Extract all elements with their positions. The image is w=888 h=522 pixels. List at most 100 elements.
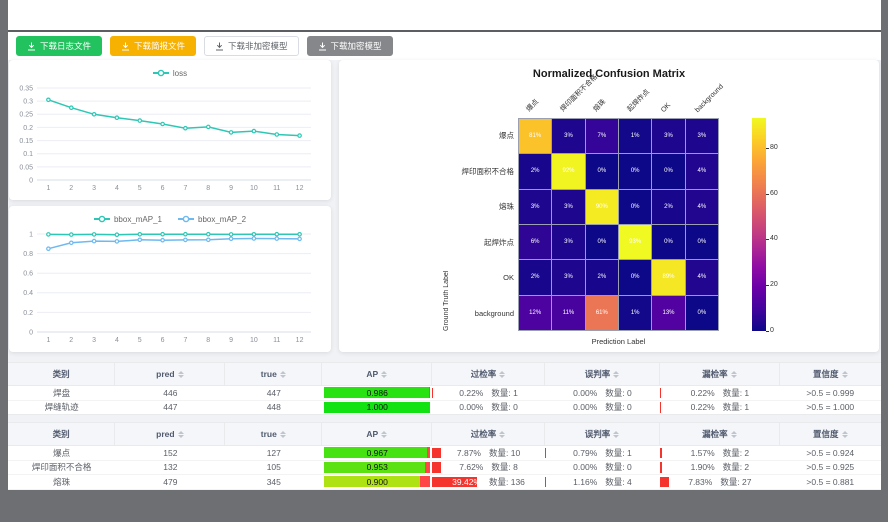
rate-count: 数量: 8 — [491, 462, 518, 473]
rate-count: 数量: 1 — [491, 387, 518, 398]
column-header-7[interactable]: 置信度 — [780, 363, 881, 385]
colorbar — [752, 118, 766, 331]
rate-percent: 7.83% — [688, 476, 713, 487]
download-icon — [122, 42, 130, 50]
matrix-cell: 0% — [685, 224, 718, 260]
sort-icon — [279, 370, 286, 378]
rate-bar — [660, 447, 662, 458]
rate-cell: 0.00% 数量: 0 — [545, 461, 660, 475]
svg-text:0: 0 — [29, 329, 33, 336]
rate-count: 数量: 1 — [722, 387, 750, 398]
column-header-3[interactable]: AP — [322, 363, 433, 385]
svg-text:0: 0 — [29, 177, 33, 184]
matrix-cell: 3% — [685, 119, 718, 154]
matrix-cell: 2% — [519, 154, 552, 189]
cell-category: 焊缝轨迹 — [44, 402, 79, 413]
legend-item-bbox_mAP_2[interactable]: bbox_mAP_2 — [178, 215, 246, 224]
loss-chart-card: loss 0 0.05 0.1 0.15 0.2 0.25 0.3 0.35 1 2 3 4 5 6 7 8 9… — [9, 60, 331, 200]
sort-icon — [730, 430, 737, 438]
rate-bar — [544, 447, 546, 458]
colorbar-tick-mark — [766, 285, 769, 287]
column-header-0: 类别 — [8, 363, 116, 385]
matrix-cell: 2% — [519, 260, 552, 295]
download-log-button[interactable]: 下载日志文件 — [16, 36, 103, 56]
matrix-cell: 61% — [585, 295, 618, 330]
cell-ap: 0.967 — [322, 446, 432, 460]
rate-percent: 0.00% — [573, 402, 598, 413]
svg-text:0.8: 0.8 — [23, 251, 33, 258]
sort-icon — [177, 430, 184, 438]
table-header-row: 类别 pred true AP 过检率 误判率 漏检率 置信度 — [8, 363, 881, 386]
cell-confidence: >0.5 = 0.924 — [806, 447, 855, 458]
legend-marker-icon — [178, 215, 194, 223]
column-header-5[interactable]: 误判率 — [545, 423, 661, 445]
sort-icon — [381, 370, 388, 378]
matrix-column-label: 熔珠 — [592, 98, 608, 114]
column-header-1[interactable]: pred — [115, 363, 226, 385]
table-row: 焊缝轨迹 447 448 1.000 0.00% 数量: 0 0.00% 数量: 0 0.22%… — [8, 401, 881, 415]
column-header-6[interactable]: 漏检率 — [660, 363, 780, 385]
sort-icon — [841, 370, 848, 378]
table-row: 爆点 152 127 0.967 7.87% 数量: 10 0.79% 数量: 1 1.57% 数… — [8, 446, 881, 461]
svg-text:6: 6 — [161, 337, 165, 344]
column-header-2[interactable]: true — [225, 363, 323, 385]
matrix-cell: 12% — [519, 295, 552, 330]
cell-category: 熔珠 — [53, 476, 71, 487]
matrix-column-label: 起焊炸点 — [625, 88, 651, 114]
confusion-matrix-xlabel: Prediction Label — [591, 337, 646, 346]
column-header-5[interactable]: 误判率 — [545, 363, 661, 385]
colorbar-tick-mark — [766, 193, 769, 195]
download-icon — [28, 42, 35, 50]
rate-cell: 0.22% 数量: 1 — [432, 386, 545, 400]
svg-text:0.3: 0.3 — [23, 99, 33, 106]
confusion-matrix-plot: Normalized Confusion Matrix 爆点 焊印面积不合格 熔珠起… — [339, 60, 879, 352]
column-header-2[interactable]: true — [225, 423, 323, 445]
download-plain-model-button[interactable]: 下载非加密模型 — [204, 36, 299, 56]
column-header-6[interactable]: 漏检率 — [660, 423, 780, 445]
confusion-matrix-title: Normalized Confusion Matrix — [532, 68, 686, 80]
rate-cell: 0.00% 数量: 0 — [545, 386, 660, 400]
colorbar-tick-mark — [766, 239, 769, 241]
matrix-row-label: 爆点 — [499, 131, 514, 141]
matrix-cell: 90% — [585, 189, 618, 224]
rate-count: 数量: 4 — [605, 476, 632, 487]
svg-text:0.25: 0.25 — [19, 112, 33, 119]
svg-text:2: 2 — [69, 337, 73, 344]
table-row: 起焊炸点63600.9961.67%数量: 10.00%数量: 01.67%数量… — [8, 490, 881, 491]
download-encrypted-model-button[interactable]: 下载加密模型 — [306, 36, 393, 56]
legend-label: loss — [172, 68, 188, 78]
sort-icon — [381, 430, 388, 438]
column-header-4[interactable]: 过检率 — [432, 363, 545, 385]
rate-cell: 0.00% 数量: 0 — [432, 401, 545, 415]
rate-count: 数量: 10 — [489, 447, 521, 458]
column-header-7[interactable]: 置信度 — [780, 423, 881, 445]
rate-count: 数量: 0 — [491, 402, 518, 413]
download-report-button[interactable]: 下载简报文件 — [110, 36, 197, 56]
rate-count: 数量: 0 — [605, 387, 632, 398]
column-header-4[interactable]: 过检率 — [432, 423, 545, 445]
matrix-cell: 0% — [685, 295, 718, 330]
svg-text:3: 3 — [92, 185, 96, 192]
loss-chart-legend: loss — [9, 60, 331, 82]
column-header-1[interactable]: pred — [115, 423, 226, 445]
matrix-row-label: 熔珠 — [499, 202, 514, 212]
rate-percent: 7.87% — [456, 447, 481, 458]
legend-item-loss[interactable]: loss — [152, 68, 188, 78]
matrix-cell: 2% — [585, 260, 618, 295]
matrix-cell: 0% — [585, 224, 618, 260]
sort-icon — [613, 430, 620, 438]
cell-ap: 0.900 — [322, 475, 432, 489]
rate-cell: 39.42% 数量: 136 — [432, 475, 545, 489]
matrix-row-label: 起焊炸点 — [484, 237, 514, 247]
svg-text:12: 12 — [296, 337, 304, 344]
cell-confidence: >0.5 = 0.925 — [806, 462, 855, 473]
legend-item-bbox_mAP_1[interactable]: bbox_mAP_1 — [93, 215, 162, 224]
svg-text:11: 11 — [273, 185, 280, 192]
ap-value: 0.900 — [366, 476, 388, 487]
matrix-cell: 6% — [519, 224, 552, 260]
column-header-3[interactable]: AP — [322, 423, 433, 445]
svg-text:1: 1 — [46, 337, 50, 344]
matrix-cell: 1% — [618, 119, 652, 154]
svg-text:5: 5 — [138, 337, 142, 344]
rate-cell: 1.57% 数量: 2 — [660, 446, 780, 460]
